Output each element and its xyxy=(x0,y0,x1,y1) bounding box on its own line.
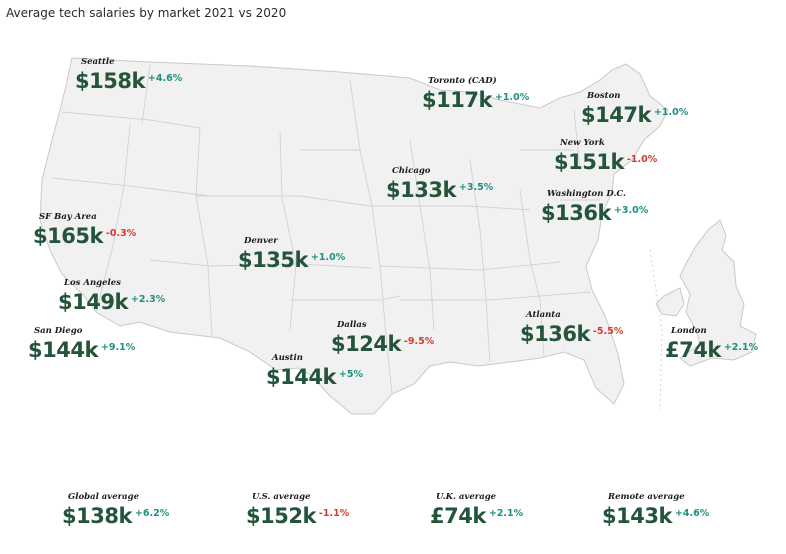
average-global: Global average $138k +6.2% xyxy=(62,492,169,531)
market-change: -5.5% xyxy=(592,326,624,337)
market-new-york: New York $151k -1.0% xyxy=(554,138,657,177)
average-change: +2.1% xyxy=(488,508,524,519)
average-us: U.S. average $152k -1.1% xyxy=(246,492,349,531)
market-name: New York xyxy=(560,138,605,148)
average-value: $138k xyxy=(62,504,132,528)
market-value: £74k xyxy=(665,338,721,362)
market-change: +2.1% xyxy=(723,342,759,353)
us-state-borders xyxy=(51,63,600,395)
market-name: Atlanta xyxy=(526,310,561,320)
market-change: -9.5% xyxy=(403,336,435,347)
market-change: +1.0% xyxy=(653,107,689,118)
market-change: -0.3% xyxy=(105,228,137,239)
market-value: $147k xyxy=(581,103,651,127)
market-dallas: Dallas $124k -9.5% xyxy=(331,320,434,359)
market-london: London £74k +2.1% xyxy=(665,326,758,365)
average-name: U.S. average xyxy=(252,492,311,502)
market-value: $165k xyxy=(33,224,103,248)
market-name: San Diego xyxy=(34,326,83,336)
average-value: $143k xyxy=(602,504,672,528)
average-remote: Remote average $143k +4.6% xyxy=(602,492,709,531)
market-boston: Boston $147k +1.0% xyxy=(581,91,688,130)
market-change: +3.0% xyxy=(613,205,649,216)
average-name: U.K. average xyxy=(436,492,497,502)
market-seattle: Seattle $158k +4.6% xyxy=(75,57,182,96)
uk-map-outline xyxy=(655,219,757,367)
market-name: Los Angeles xyxy=(64,278,121,288)
market-value: $158k xyxy=(75,69,145,93)
market-change: -1.0% xyxy=(626,154,658,165)
market-change: +9.1% xyxy=(100,342,136,353)
market-value: $149k xyxy=(58,290,128,314)
market-sf-bay-area: SF Bay Area $165k -0.3% xyxy=(33,212,136,251)
market-value: $136k xyxy=(541,201,611,225)
market-name: SF Bay Area xyxy=(39,212,97,222)
uk-region-divider xyxy=(649,249,663,411)
market-san-diego: San Diego $144k +9.1% xyxy=(28,326,135,365)
market-value: $151k xyxy=(554,150,624,174)
average-value: $152k xyxy=(246,504,316,528)
market-name: Boston xyxy=(587,91,621,101)
page-title: Average tech salaries by market 2021 vs … xyxy=(6,6,287,20)
market-change: +3.5% xyxy=(458,182,494,193)
average-change: -1.1% xyxy=(318,508,350,519)
average-change: +4.6% xyxy=(674,508,710,519)
average-change: +6.2% xyxy=(134,508,170,519)
market-name: London xyxy=(671,326,707,336)
market-atlanta: Atlanta $136k -5.5% xyxy=(520,310,623,349)
market-value: $124k xyxy=(331,332,401,356)
market-name: Toronto (CAD) xyxy=(428,76,497,86)
market-washington-dc: Washington D.C. $136k +3.0% xyxy=(541,189,648,228)
market-name: Austin xyxy=(272,353,303,363)
average-uk: U.K. average £74k +2.1% xyxy=(430,492,523,531)
market-name: Denver xyxy=(244,236,278,246)
market-value: $136k xyxy=(520,322,590,346)
market-change: +2.3% xyxy=(130,294,166,305)
average-name: Global average xyxy=(68,492,139,502)
market-name: Dallas xyxy=(337,320,367,330)
market-los-angeles: Los Angeles $149k +2.3% xyxy=(58,278,165,317)
market-value: $133k xyxy=(386,178,456,202)
average-name: Remote average xyxy=(608,492,685,502)
market-name: Chicago xyxy=(392,166,431,176)
market-chicago: Chicago $133k +3.5% xyxy=(386,166,493,205)
market-austin: Austin $144k +5% xyxy=(266,353,363,392)
market-name: Seattle xyxy=(81,57,115,67)
market-change: +1.0% xyxy=(310,252,346,263)
market-denver: Denver $135k +1.0% xyxy=(238,236,345,275)
market-change: +4.6% xyxy=(147,73,183,84)
us-map-outline xyxy=(39,57,669,415)
market-toronto: Toronto (CAD) $117k +1.0% xyxy=(422,76,529,115)
market-value: $135k xyxy=(238,248,308,272)
market-name: Washington D.C. xyxy=(547,189,626,199)
market-change: +1.0% xyxy=(494,92,530,103)
market-value: $117k xyxy=(422,88,492,112)
market-change: +5% xyxy=(338,369,364,380)
market-value: $144k xyxy=(266,365,336,389)
average-value: £74k xyxy=(430,504,486,528)
market-value: $144k xyxy=(28,338,98,362)
